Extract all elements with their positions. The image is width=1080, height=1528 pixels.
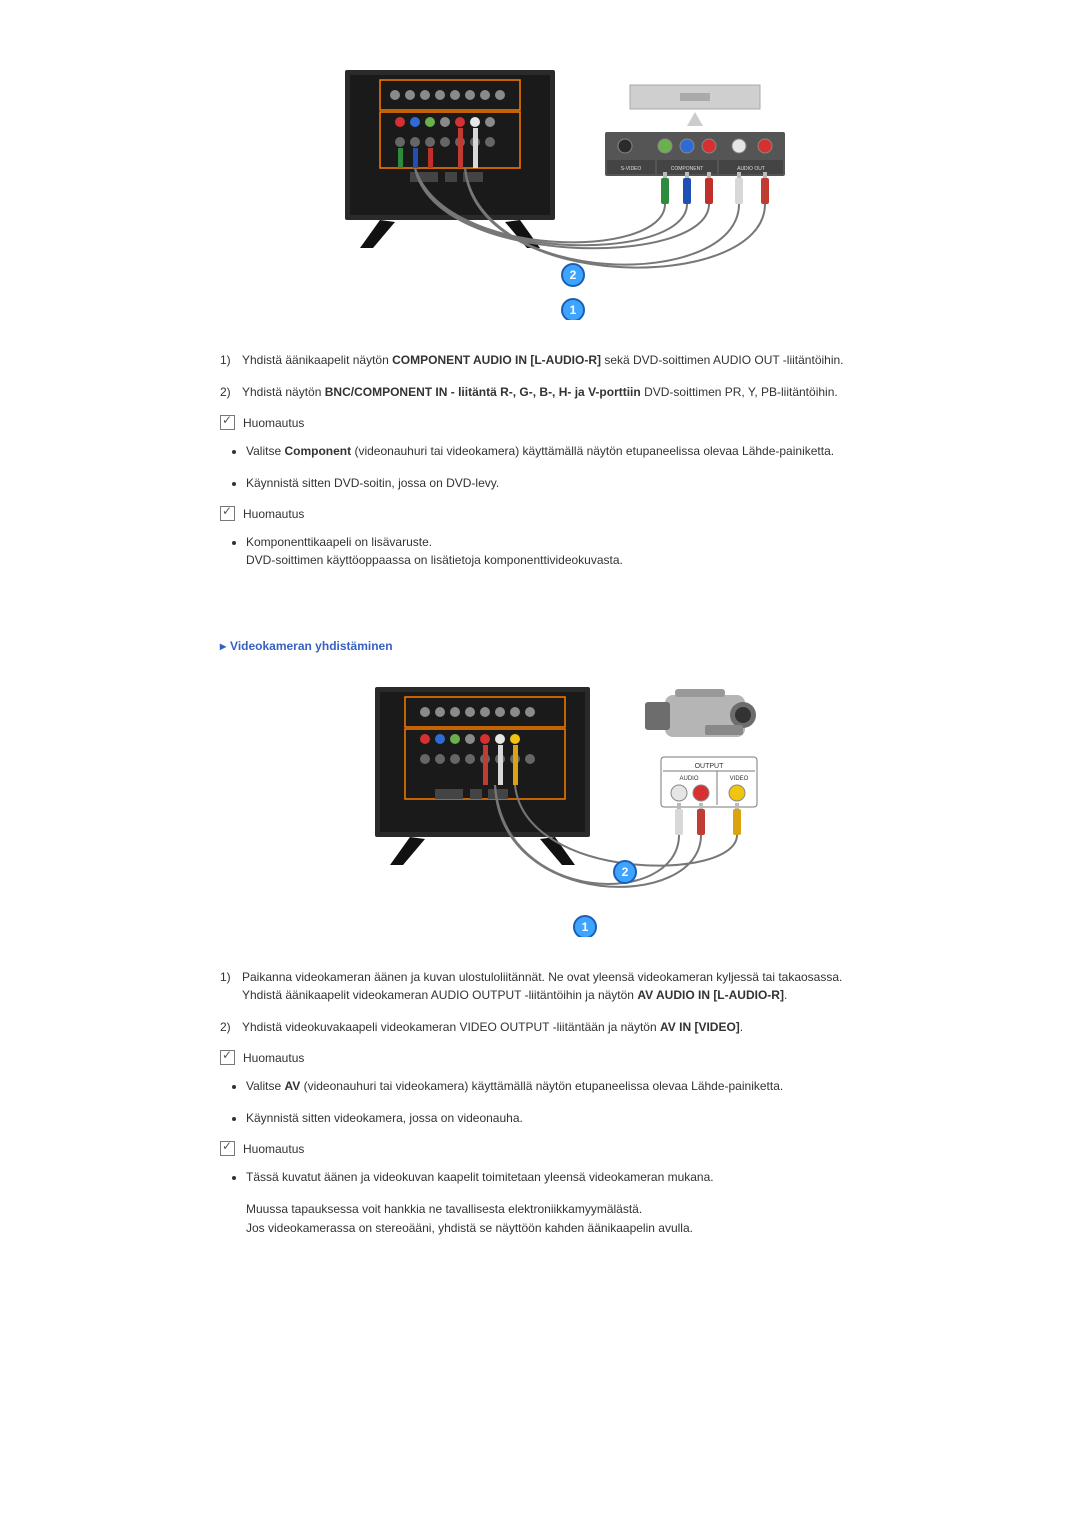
svg-text:2: 2 (570, 268, 577, 282)
step-1: 1) Paikanna videokameran äänen ja kuvan … (220, 968, 910, 1004)
diagram-camcorder: OUTPUT AUDIO VIDEO 1 2 (220, 677, 910, 940)
step-num: 2) (220, 383, 242, 401)
svg-text:OUTPUT: OUTPUT (695, 763, 725, 770)
note-bullets: Komponenttikaapeli on lisävaruste. DVD-s… (220, 533, 910, 569)
svg-text:1: 1 (570, 303, 577, 317)
note-heading: Huomautus (220, 506, 910, 521)
list-item: Käynnistä sitten videokamera, jossa on v… (246, 1109, 910, 1127)
list-item: Käynnistä sitten DVD-soitin, jossa on DV… (246, 474, 910, 492)
list-item: Valitse Component (videonauhuri tai vide… (246, 442, 910, 460)
step-text: Yhdistä videokuvakaapeli videokameran VI… (242, 1018, 910, 1036)
step-num: 1) (220, 351, 242, 369)
note-paragraph: Muussa tapauksessa voit hankkia ne taval… (220, 1200, 910, 1238)
check-icon (220, 1141, 235, 1156)
note-label: Huomautus (243, 416, 304, 430)
note-label: Huomautus (243, 507, 304, 521)
step-2: 2) Yhdistä videokuvakaapeli videokameran… (220, 1018, 910, 1036)
step-num: 1) (220, 968, 242, 1004)
note-label: Huomautus (243, 1051, 304, 1065)
note-bullets: Valitse AV (videonauhuri tai videokamera… (220, 1077, 910, 1127)
svg-text:1: 1 (582, 920, 589, 934)
step-2: 2) Yhdistä näytön BNC/COMPONENT IN - lii… (220, 383, 910, 401)
note-label: Huomautus (243, 1142, 304, 1156)
note-bullets: Valitse Component (videonauhuri tai vide… (220, 442, 910, 492)
list-item: Tässä kuvatut äänen ja videokuvan kaapel… (246, 1168, 910, 1186)
list-item: Komponenttikaapeli on lisävaruste. DVD-s… (246, 533, 910, 569)
step-text: Paikanna videokameran äänen ja kuvan ulo… (242, 968, 910, 1004)
check-icon (220, 506, 235, 521)
svg-text:VIDEO: VIDEO (730, 776, 749, 782)
check-icon (220, 415, 235, 430)
diagram-dvd-component: S-VIDEO COMPONENT AUDIO OUT (220, 60, 910, 323)
svg-text:AUDIO: AUDIO (679, 776, 698, 782)
note-heading: Huomautus (220, 1050, 910, 1065)
svg-text:AUDIO OUT: AUDIO OUT (737, 166, 765, 172)
step-text: Yhdistä äänikaapelit näytön COMPONENT AU… (242, 351, 910, 369)
note-heading: Huomautus (220, 415, 910, 430)
step-1: 1) Yhdistä äänikaapelit näytön COMPONENT… (220, 351, 910, 369)
svg-text:2: 2 (622, 865, 629, 879)
step-text: Yhdistä näytön BNC/COMPONENT IN - liitän… (242, 383, 910, 401)
svg-text:S-VIDEO: S-VIDEO (621, 166, 642, 172)
note-bullets: Tässä kuvatut äänen ja videokuvan kaapel… (220, 1168, 910, 1186)
svg-text:COMPONENT: COMPONENT (671, 166, 704, 172)
chevron-icon: ▸ (220, 639, 226, 653)
section-title: ▸Videokameran yhdistäminen (220, 639, 910, 653)
step-num: 2) (220, 1018, 242, 1036)
list-item: Valitse AV (videonauhuri tai videokamera… (246, 1077, 910, 1095)
check-icon (220, 1050, 235, 1065)
note-heading: Huomautus (220, 1141, 910, 1156)
